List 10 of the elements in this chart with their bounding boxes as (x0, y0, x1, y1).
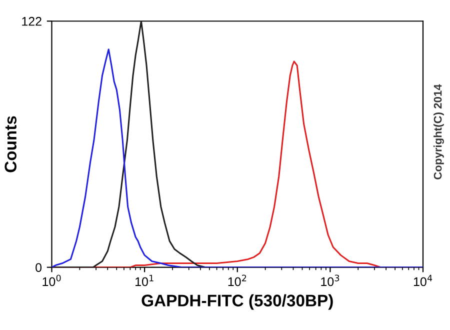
y-tick-label: 122 (22, 16, 42, 26)
x-axis-title: GAPDH-FITC (530/30BP) (142, 294, 333, 310)
x-tick-label: 10$^{3}$ (321, 274, 340, 286)
text: Copyright(C) 2014 (434, 84, 444, 180)
y-tick-label: 0 (36, 263, 42, 272)
x-tick-label: 10$^{4}$ (414, 274, 432, 286)
x-tick-label: 10$^{1}$ (136, 274, 154, 286)
x-tick-label: 10$^{0}$ (42, 274, 61, 286)
y-axis-title: Counts (4, 116, 16, 172)
x-tick-label: 10$^{2}$ (228, 274, 246, 286)
